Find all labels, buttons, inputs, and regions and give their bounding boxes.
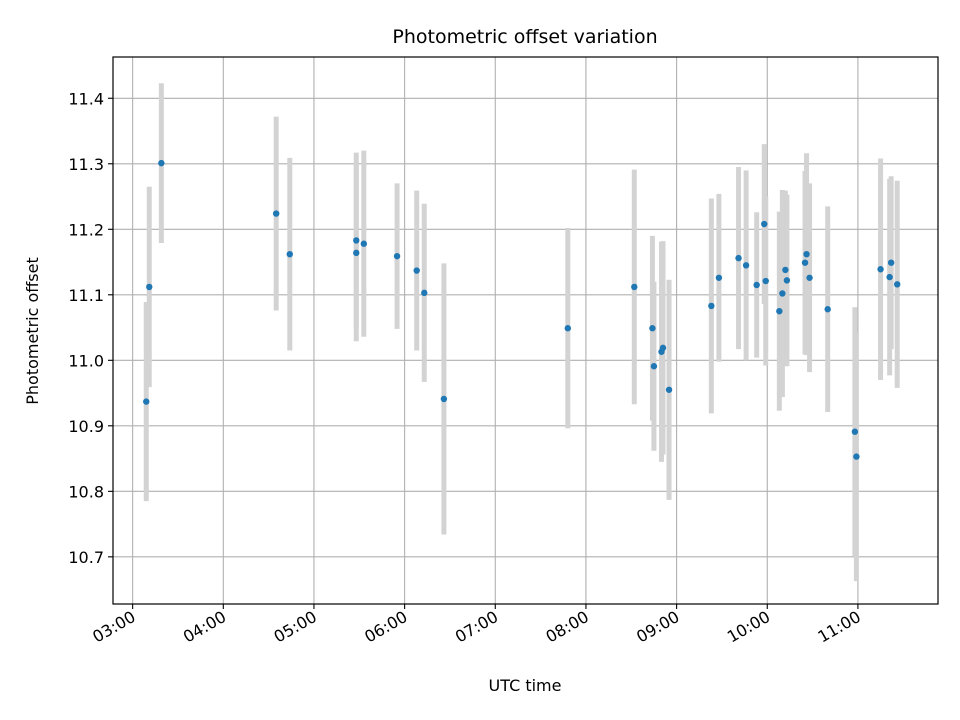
plot-frame — [112, 56, 939, 605]
data-point — [353, 237, 360, 244]
chart-title: Photometric offset variation — [392, 26, 657, 48]
data-point — [158, 159, 165, 167]
x-axis-label: UTC time — [489, 676, 562, 695]
data-point — [631, 283, 638, 291]
data-point — [360, 240, 368, 247]
data-point — [286, 250, 293, 258]
y-tick-label: 11.3 — [68, 155, 104, 174]
data-point — [650, 363, 658, 370]
data-point — [801, 259, 809, 266]
data-point — [649, 325, 656, 332]
data-point — [824, 306, 831, 313]
data-point — [853, 453, 860, 460]
data-point — [762, 277, 769, 285]
y-axis: 10.7 10.8 10.9 11.0 11.1 11.2 11.3 11.4 — [68, 89, 113, 567]
data-point — [761, 220, 768, 228]
y-axis-label: Photometric offset — [23, 257, 42, 405]
data-point — [783, 277, 791, 284]
y-tick-label: 10.9 — [68, 417, 104, 436]
data-point — [782, 266, 789, 274]
y-tick-label: 11.1 — [68, 286, 104, 305]
data-point — [272, 210, 280, 217]
data-point — [851, 428, 859, 435]
y-tick-label: 10.7 — [68, 548, 104, 567]
data-point — [421, 289, 428, 297]
data-point — [665, 386, 673, 393]
data-point — [708, 302, 715, 310]
data-point — [894, 281, 901, 288]
y-tick-label: 10.8 — [68, 482, 104, 501]
data-point — [143, 398, 150, 405]
y-tick-label: 11.0 — [68, 351, 104, 370]
y-tick-label: 11.2 — [68, 220, 104, 239]
data-point — [886, 273, 893, 281]
data-point — [564, 325, 572, 332]
grid — [113, 57, 938, 604]
data-point — [440, 395, 448, 403]
data-point — [753, 281, 760, 289]
data-points — [143, 159, 901, 460]
data-point — [659, 344, 667, 352]
data-point — [742, 262, 750, 269]
data-point — [806, 274, 813, 281]
data-point — [735, 254, 742, 262]
data-point — [353, 249, 360, 257]
data-point — [779, 290, 786, 297]
y-tick-label: 11.4 — [68, 89, 104, 108]
data-point — [887, 259, 895, 266]
data-point — [803, 250, 810, 258]
data-point — [877, 266, 884, 273]
data-point — [393, 252, 401, 260]
data-point — [715, 274, 723, 281]
data-point — [413, 267, 420, 274]
data-point — [146, 283, 153, 291]
data-point — [776, 307, 783, 315]
